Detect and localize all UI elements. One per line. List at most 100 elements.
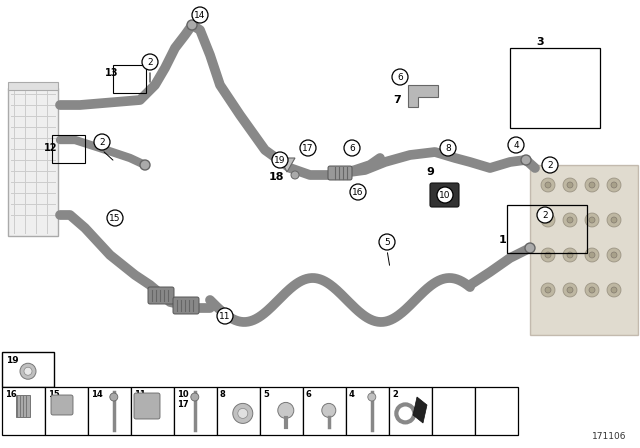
Circle shape	[368, 393, 376, 401]
Text: 5: 5	[263, 390, 269, 399]
Circle shape	[94, 134, 110, 150]
Circle shape	[541, 178, 555, 192]
Circle shape	[142, 54, 158, 70]
FancyBboxPatch shape	[51, 395, 73, 415]
Text: 14: 14	[195, 10, 205, 20]
Text: 7: 7	[393, 95, 401, 105]
Text: 16: 16	[5, 390, 17, 399]
Circle shape	[563, 283, 577, 297]
Bar	[475, 387, 518, 435]
Circle shape	[437, 187, 453, 203]
Text: 10: 10	[439, 190, 451, 199]
Circle shape	[233, 403, 253, 423]
FancyBboxPatch shape	[328, 166, 352, 180]
Text: 16: 16	[352, 188, 364, 197]
Bar	[16, 395, 30, 417]
Circle shape	[272, 152, 288, 168]
Circle shape	[585, 213, 599, 227]
Circle shape	[589, 287, 595, 293]
Circle shape	[525, 243, 535, 253]
Circle shape	[545, 217, 551, 223]
Bar	[8, 88, 58, 236]
Polygon shape	[280, 158, 295, 172]
Circle shape	[107, 210, 123, 226]
Text: 6: 6	[306, 390, 312, 399]
Bar	[2, 352, 54, 387]
Circle shape	[589, 182, 595, 188]
Circle shape	[589, 252, 595, 258]
Circle shape	[350, 184, 366, 200]
Circle shape	[585, 283, 599, 297]
Bar	[260, 387, 303, 435]
Circle shape	[611, 182, 617, 188]
Circle shape	[545, 182, 551, 188]
FancyBboxPatch shape	[430, 183, 459, 207]
Bar	[8, 82, 58, 90]
Circle shape	[192, 7, 208, 23]
Bar	[432, 387, 475, 435]
Circle shape	[238, 409, 248, 418]
Text: 11: 11	[134, 390, 146, 399]
Bar	[2, 387, 45, 435]
Circle shape	[589, 217, 595, 223]
Circle shape	[300, 140, 316, 156]
Circle shape	[541, 283, 555, 297]
Text: 15: 15	[109, 214, 121, 223]
Circle shape	[537, 207, 553, 223]
Text: 18: 18	[269, 172, 285, 182]
Circle shape	[567, 252, 573, 258]
Circle shape	[611, 252, 617, 258]
Circle shape	[322, 403, 336, 418]
Text: 13: 13	[105, 68, 118, 78]
Circle shape	[291, 171, 299, 179]
Circle shape	[542, 157, 558, 173]
Circle shape	[563, 213, 577, 227]
Circle shape	[585, 248, 599, 262]
Text: 5: 5	[384, 237, 390, 246]
Polygon shape	[408, 85, 438, 107]
Bar	[88, 387, 131, 435]
Circle shape	[567, 287, 573, 293]
Circle shape	[567, 182, 573, 188]
Circle shape	[585, 178, 599, 192]
Circle shape	[508, 137, 524, 153]
Circle shape	[611, 287, 617, 293]
Bar	[174, 387, 217, 435]
Text: 19: 19	[275, 155, 285, 164]
Text: 8: 8	[445, 143, 451, 152]
Circle shape	[20, 363, 36, 379]
Circle shape	[545, 252, 551, 258]
Circle shape	[187, 20, 197, 30]
Text: 19: 19	[6, 356, 19, 365]
Bar	[113, 65, 146, 93]
Text: 12: 12	[44, 143, 58, 153]
Text: 10
17: 10 17	[177, 390, 189, 409]
Circle shape	[607, 248, 621, 262]
Circle shape	[607, 283, 621, 297]
Text: 14: 14	[91, 390, 103, 399]
Circle shape	[563, 248, 577, 262]
Text: 8: 8	[220, 390, 226, 399]
Circle shape	[24, 367, 32, 375]
Circle shape	[440, 140, 456, 156]
Circle shape	[344, 140, 360, 156]
Text: 4: 4	[513, 141, 519, 150]
Circle shape	[278, 402, 294, 418]
Circle shape	[563, 178, 577, 192]
Circle shape	[392, 69, 408, 85]
Text: 11: 11	[220, 311, 231, 320]
Circle shape	[541, 213, 555, 227]
Circle shape	[217, 308, 233, 324]
Text: 6: 6	[397, 73, 403, 82]
Bar	[45, 387, 88, 435]
Text: 15: 15	[48, 390, 60, 399]
Text: 6: 6	[349, 143, 355, 152]
Text: 2: 2	[392, 390, 398, 399]
FancyBboxPatch shape	[134, 393, 160, 419]
Text: 171106: 171106	[591, 432, 626, 441]
Text: 17: 17	[302, 143, 314, 152]
FancyBboxPatch shape	[148, 287, 174, 304]
Text: 3: 3	[536, 37, 544, 47]
Circle shape	[191, 393, 199, 401]
Bar	[389, 387, 432, 435]
